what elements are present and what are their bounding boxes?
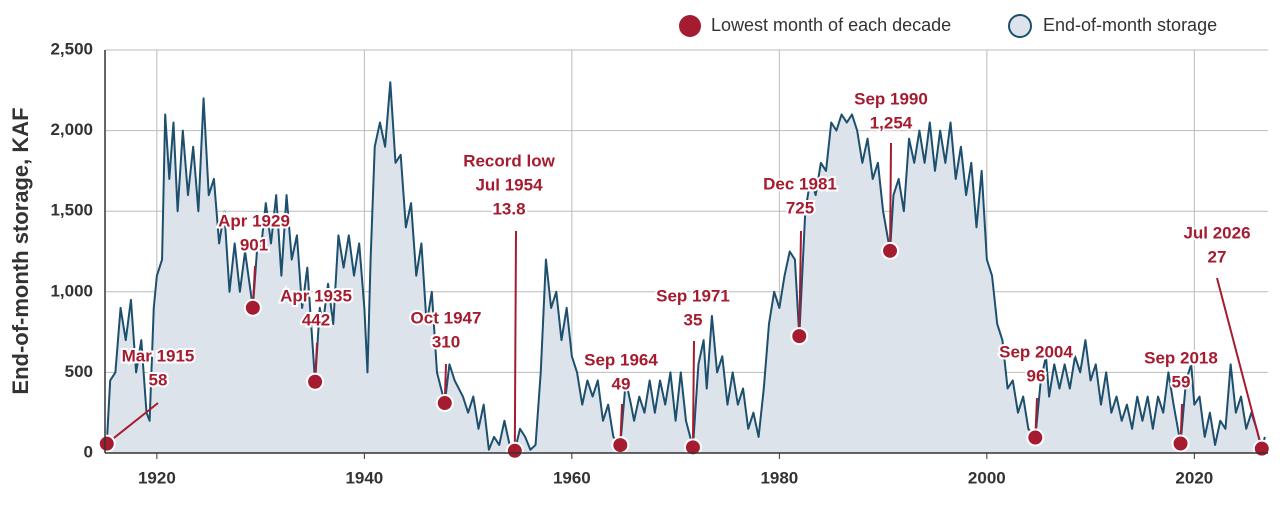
- point-date-label: Sep 1990: [854, 89, 928, 108]
- point-date-label: Apr 1929: [218, 211, 290, 230]
- y-tick-label: 1,500: [50, 201, 93, 220]
- point-date-label: Mar 1915: [122, 346, 195, 365]
- point-date-label: Sep 2004: [999, 342, 1073, 361]
- point: [1026, 428, 1045, 447]
- value-label: 901: [240, 235, 268, 254]
- leader-line: [513, 230, 517, 451]
- y-tick-label: 2,000: [50, 120, 93, 139]
- point-date-label: Sep 1971: [656, 286, 730, 305]
- y-axis-title: End-of-month storage, KAF: [8, 107, 33, 394]
- point: [505, 441, 524, 460]
- value-label: 58: [149, 370, 168, 389]
- legend-marker: [1008, 14, 1032, 38]
- x-tick-label: 1920: [138, 468, 176, 487]
- value-label: 27: [1208, 247, 1227, 266]
- value-label: 442: [302, 310, 330, 329]
- value-label: 35: [684, 310, 703, 329]
- value-label: 13.8: [492, 199, 525, 218]
- point-date-label: Apr 1935: [280, 286, 352, 305]
- point-date-label: Jul 1954: [475, 175, 543, 194]
- legend-label: End-of-month storage: [1043, 15, 1217, 35]
- point-date-label: Sep 2018: [1144, 348, 1218, 367]
- value-label: 96: [1027, 366, 1046, 385]
- y-tick-label: 2,500: [50, 39, 93, 58]
- legend-marker: [679, 15, 701, 37]
- y-tick-label: 1,000: [50, 281, 93, 300]
- point: [611, 436, 630, 455]
- value-label: 1,254: [870, 113, 913, 132]
- point: [306, 372, 325, 391]
- annotation: Record low: [463, 151, 555, 170]
- point: [790, 327, 809, 346]
- leader-line: [1216, 277, 1263, 449]
- point: [1171, 434, 1190, 453]
- point-date-label: Dec 1981: [763, 174, 837, 193]
- y-tick-label: 500: [65, 362, 93, 381]
- point: [1252, 439, 1271, 458]
- x-tick-label: 1940: [345, 468, 383, 487]
- legend-label: Lowest month of each decade: [711, 15, 951, 35]
- point: [97, 434, 116, 453]
- x-tick-label: 2020: [1175, 468, 1213, 487]
- point: [881, 241, 900, 260]
- value-label: 59: [1172, 372, 1191, 391]
- x-tick-label: 1960: [553, 468, 591, 487]
- point: [243, 298, 262, 317]
- x-tick-label: 1980: [760, 468, 798, 487]
- leader-line: [106, 402, 159, 445]
- point-date-label: Jul 2026: [1183, 223, 1250, 242]
- y-tick-label: 0: [84, 442, 93, 461]
- value-label: 310: [432, 332, 460, 351]
- value-label: 725: [786, 198, 814, 217]
- value-label: 49: [612, 374, 631, 393]
- point: [435, 394, 454, 413]
- point-date-label: Oct 1947: [411, 308, 482, 327]
- line: [104, 81, 1266, 452]
- leader-line: [691, 340, 695, 448]
- point: [683, 438, 702, 457]
- leader-line: [798, 230, 802, 337]
- point-date-label: Sep 1964: [584, 350, 658, 369]
- area: [105, 82, 1265, 454]
- x-tick-label: 2000: [968, 468, 1006, 487]
- leader-line: [889, 142, 892, 251]
